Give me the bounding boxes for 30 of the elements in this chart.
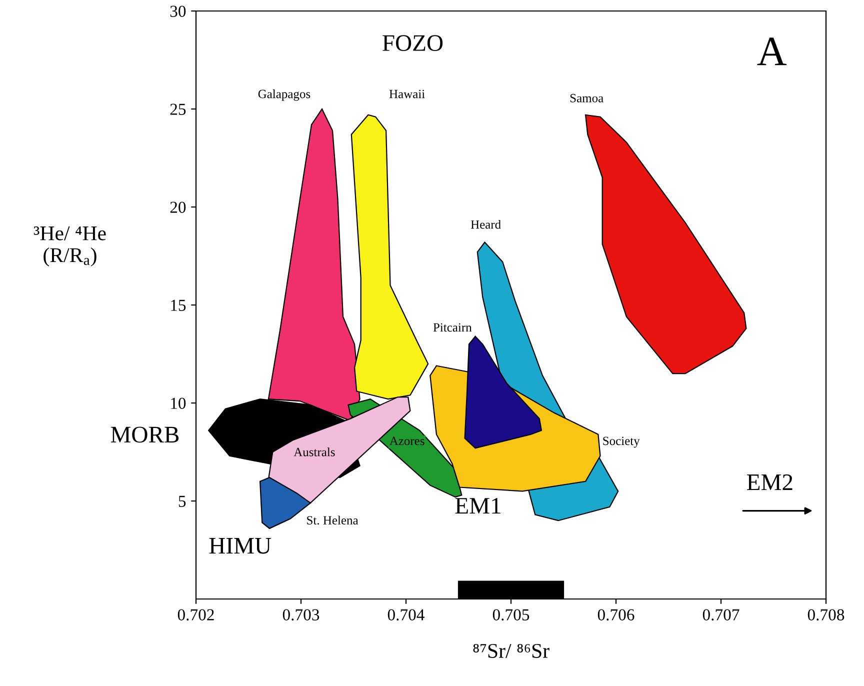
series-label: Society [603,436,640,448]
y-tick-label: 15 [171,300,186,311]
y-tick-label: 25 [170,104,186,115]
x-axis-title: ⁸⁷Sr/ ⁸⁶Sr [473,644,550,658]
annotation: HIMU [209,538,272,554]
x-tick-label: 0.706 [598,609,634,621]
series-label: Samoa [570,94,604,102]
y-tick-label: 10 [171,398,186,409]
x-tick-label: 0.707 [702,609,740,621]
series-label: Heard [470,220,501,229]
annotation: A [757,38,787,66]
series-label: Pitcairn [433,323,472,332]
y-tick-label: 5 [178,496,186,507]
annotation: EM1 [455,498,500,514]
annotation: FOZO [382,35,443,52]
x-tick-label: 0.702 [178,609,214,621]
series-label: Hawaii [389,90,425,98]
x-tick-label: 0.704 [388,609,424,621]
series-label: Australs [294,448,335,456]
x-tick-label: 0.703 [282,609,320,621]
y-tick-label: 20 [170,202,186,213]
x-tick-label: 0.705 [492,609,530,621]
series-label: Azores [389,436,424,446]
text: MORB [110,426,179,443]
series-label: Galapagos [258,89,310,101]
annotation: EM2 [747,474,792,490]
y-tick-label: 30 [170,6,186,17]
x-tick-label: 0.708 [808,609,844,621]
series-label: St. Helena [307,516,358,525]
y-axis-title: ³He/ ⁴He (R/R$_{a}$) [34,226,106,266]
